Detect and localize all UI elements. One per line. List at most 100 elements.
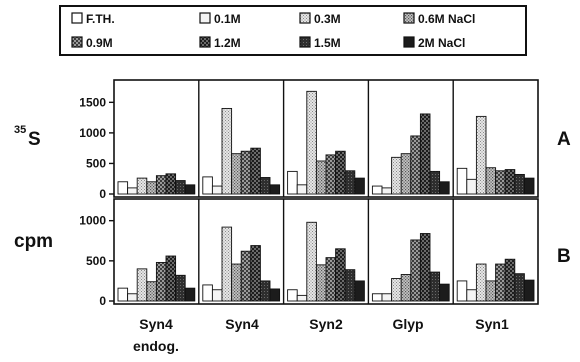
- bar-b-c0-s3: [146, 281, 157, 302]
- bar-b-c4-s1: [466, 289, 477, 302]
- bar-b-c3-s6: [429, 271, 441, 302]
- bar-b-c4-s6: [514, 273, 525, 302]
- bar-b-c3-s3: [400, 274, 412, 302]
- legend-swatch-0-6m: [403, 12, 415, 24]
- bar-b-c0-s5: [165, 255, 177, 302]
- legend-frame: [59, 5, 527, 56]
- legend-swatch-fth: [71, 12, 83, 24]
- bar-a-c2-s0: [287, 170, 298, 195]
- category-label-endog: endog.: [133, 338, 179, 354]
- bar-a-c0-s7: [184, 184, 196, 195]
- panel-a-ylabel-superscript: 35: [14, 124, 26, 136]
- bar-b-c0-s6: [175, 274, 186, 302]
- bar-a-c4-s5: [504, 169, 516, 195]
- bar-b-c3-s0: [371, 293, 383, 302]
- bar-b-c2-s2: [306, 221, 317, 302]
- bar-b-c3-s7: [439, 283, 450, 302]
- legend-label-0-6m: 0.6M NaCl: [418, 12, 475, 26]
- bar-a-c4-s7: [523, 177, 535, 195]
- legend-label-0-1m: 0.1M: [214, 12, 241, 26]
- bar-a-c2-s4: [325, 154, 337, 195]
- bar-b-c4-s7: [523, 279, 535, 302]
- bar-b-c4-s2: [475, 263, 487, 302]
- bar-a-c4-s2: [475, 115, 487, 195]
- bar-b-c0-s4: [155, 261, 167, 302]
- bar-b-c1-s3: [231, 263, 242, 302]
- panel-b: 0 500 1000: [79, 198, 539, 308]
- y-tick-label: 0: [99, 187, 106, 201]
- bar-a-c4-s4: [495, 170, 506, 195]
- bar-a-c3-s2: [391, 156, 402, 195]
- bar-a-c1-s2: [221, 107, 233, 195]
- bar-a-c3-s7: [439, 181, 450, 195]
- y-tick-label: 0: [99, 294, 106, 308]
- bar-a-c2-s3: [315, 160, 327, 195]
- bar-b-c2-s0: [287, 289, 298, 302]
- bar-b-c4-s3: [485, 280, 497, 302]
- bar-b-c2-s3: [315, 264, 327, 302]
- bar-b-c1-s4: [240, 250, 252, 302]
- bar-b-c1-s0: [202, 284, 213, 302]
- bar-a-c4-s3: [485, 167, 497, 195]
- bar-a-c1-s3: [231, 153, 242, 195]
- bar-a-c1-s5: [250, 147, 261, 195]
- bar-a-c4-s1: [466, 178, 477, 195]
- bar-a-c0-s5: [165, 173, 177, 195]
- bar-a-c3-s1: [381, 187, 393, 195]
- bar-b-c0-s2: [136, 268, 148, 302]
- bar-a-c0-s0: [117, 181, 129, 195]
- panel-frame: [113, 198, 539, 305]
- panel-b-letter: B: [557, 246, 571, 267]
- bar-a-c2-s6: [344, 170, 356, 195]
- panel-a-ylabel: S: [28, 129, 41, 150]
- bar-b-c1-s7: [269, 288, 281, 302]
- bar-a-c1-s7: [269, 184, 281, 195]
- legend: F.TH. 0.1M 0.3M 0.6M NaCl 0.9M 1.2M 1.5M…: [59, 5, 527, 56]
- bar-b-c2-s7: [354, 280, 365, 302]
- panel-b-ylabel: cpm: [14, 231, 53, 252]
- legend-swatch-0-9m: [71, 36, 83, 48]
- bar-b-c3-s1: [381, 293, 393, 302]
- bar-b-c4-s0: [456, 280, 468, 302]
- bar-a-c0-s1: [127, 187, 138, 195]
- legend-swatch-2m: [403, 36, 415, 48]
- bar-b-c3-s4: [410, 239, 421, 302]
- bar-b-c0-s1: [127, 293, 138, 302]
- bar-b-c1-s6: [259, 280, 271, 302]
- bar-a-c3-s0: [371, 185, 383, 195]
- bar-b-c0-s7: [184, 287, 196, 302]
- panel-a-letter: A: [557, 129, 571, 150]
- category-label-glyp: Glyp: [392, 316, 423, 332]
- bar-a-c3-s3: [400, 153, 412, 195]
- bar-b-c1-s1: [211, 289, 223, 302]
- bar-a-c1-s1: [211, 185, 223, 195]
- y-tick-label: 1000: [79, 126, 106, 140]
- y-tick-label: 500: [86, 254, 106, 268]
- bar-b-c4-s4: [495, 263, 506, 302]
- bar-a-c2-s1: [296, 184, 308, 195]
- panel-a: 0 500 1000 1500: [79, 79, 539, 201]
- bar-a-c0-s6: [175, 180, 186, 195]
- bar-b-c2-s6: [344, 269, 356, 302]
- legend-swatch-0-3m: [299, 12, 311, 24]
- category-label-syn1: Syn1: [475, 316, 509, 332]
- bar-b-c1-s5: [250, 245, 261, 302]
- y-tick-label: 1500: [79, 95, 106, 109]
- bar-a-c0-s4: [155, 175, 167, 195]
- bar-a-c1-s0: [202, 176, 213, 195]
- legend-swatch-1-2m: [199, 36, 211, 48]
- category-label-syn4: Syn4: [225, 316, 259, 332]
- bar-b-c2-s5: [335, 248, 346, 302]
- y-tick-label: 1000: [79, 214, 106, 228]
- legend-label-2m: 2M NaCl: [418, 36, 465, 50]
- bar-b-c3-s2: [391, 278, 402, 302]
- chart-panels: 0 500 1000 1500 0 500 1000: [79, 79, 539, 308]
- bar-a-c1-s4: [240, 150, 252, 195]
- bar-a-c4-s0: [456, 167, 468, 195]
- bar-b-c3-s5: [419, 233, 431, 302]
- category-label-syn4-endog: Syn4: [139, 316, 173, 332]
- legend-label-fth: F.TH.: [86, 12, 115, 26]
- legend-swatch-1-5m: [299, 36, 311, 48]
- bar-b-c4-s5: [504, 258, 516, 302]
